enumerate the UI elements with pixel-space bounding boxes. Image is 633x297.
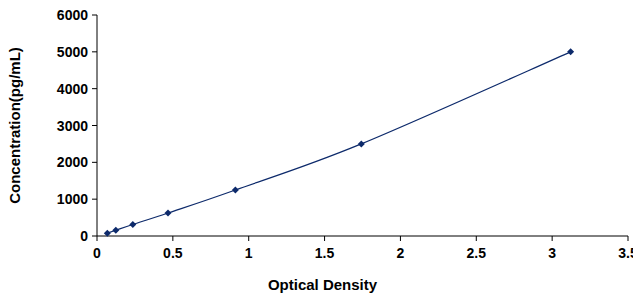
x-tick-label: 3	[548, 245, 556, 261]
x-axis-label: Optical Density	[268, 276, 378, 293]
chart: 0 1000 2000 3000 4000 5000 6000 0 0.5 1 1.5 2 2.5 3 3.…	[0, 0, 633, 297]
x-tick-label: 1	[245, 245, 253, 261]
x-tick-label: 2	[397, 245, 405, 261]
y-tick-label: 0	[80, 228, 88, 244]
y-tick-label: 1000	[57, 191, 88, 207]
x-tick-label: 0.5	[163, 245, 183, 261]
x-tick-label: 2.5	[467, 245, 487, 261]
x-tick	[324, 236, 325, 241]
x-tick	[476, 236, 477, 241]
data-point	[232, 186, 239, 193]
y-tick-label: 5000	[57, 44, 88, 60]
data-point	[129, 221, 136, 228]
y-tick	[92, 51, 97, 52]
y-tick	[92, 162, 97, 163]
data-point	[112, 227, 119, 234]
y-tick	[92, 199, 97, 200]
curve-line	[107, 52, 570, 233]
x-tick-label: 0	[93, 245, 101, 261]
y-axis-label: Concentration(pg/mL)	[6, 47, 23, 204]
x-tick	[628, 236, 629, 241]
y-tick-label: 3000	[57, 118, 88, 134]
x-tick-label: 3.5	[618, 245, 633, 261]
data-point	[165, 209, 172, 216]
y-tick	[92, 15, 97, 16]
data-point	[104, 230, 111, 237]
y-tick-label: 6000	[57, 7, 88, 23]
y-tick	[92, 88, 97, 89]
plot-area	[104, 48, 574, 236]
data-point	[567, 48, 574, 55]
y-tick-label: 2000	[57, 154, 88, 170]
y-tick	[92, 125, 97, 126]
x-tick-label: 1.5	[315, 245, 335, 261]
x-tick	[400, 236, 401, 241]
x-axis	[97, 236, 628, 237]
chart-container: 0 1000 2000 3000 4000 5000 6000 0 0.5 1 1.5 2 2.5 3 3.…	[0, 0, 633, 297]
x-tick	[97, 236, 98, 241]
data-point	[358, 140, 365, 147]
x-tick	[248, 236, 249, 241]
y-tick	[92, 236, 97, 237]
x-tick	[552, 236, 553, 241]
x-tick	[172, 236, 173, 241]
y-tick-label: 4000	[57, 81, 88, 97]
